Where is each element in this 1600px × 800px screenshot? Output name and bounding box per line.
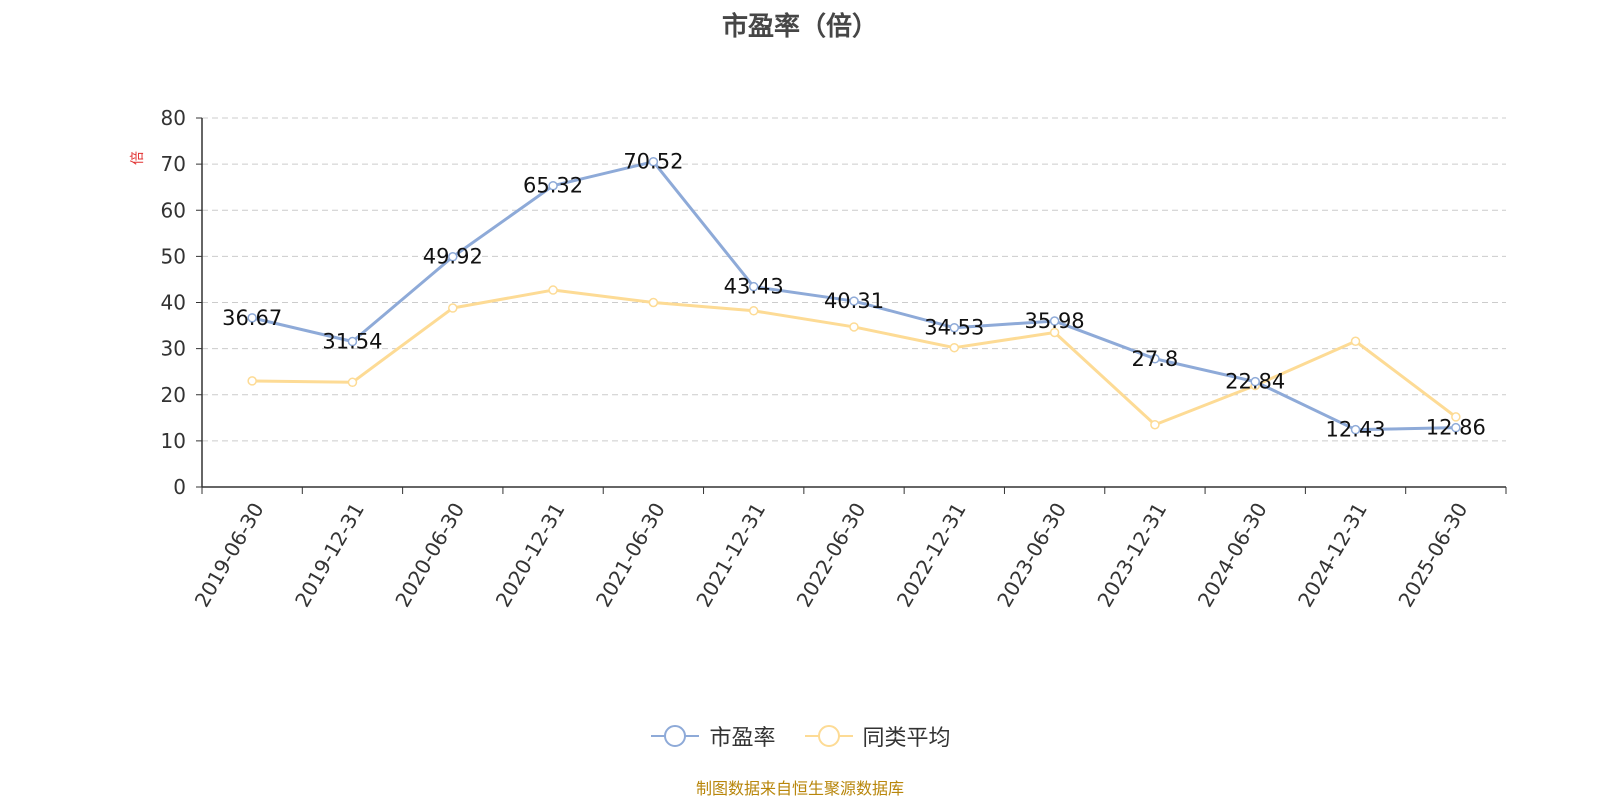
data-point-1 bbox=[648, 297, 659, 308]
data-point-1 bbox=[347, 377, 358, 388]
data-point-0 bbox=[347, 336, 358, 347]
data-point-1 bbox=[548, 285, 558, 295]
data-label: 65.32 bbox=[523, 174, 583, 198]
chart-legend: 市盈率 同类平均 bbox=[0, 720, 1600, 755]
x-tick-label: 2025-06-30 bbox=[1393, 499, 1472, 612]
data-label: 43.43 bbox=[724, 275, 784, 299]
data-point-1 bbox=[849, 322, 859, 332]
line-chart: 0 10 20 30 40 50 60 70 80 倍 2019-06-30 2019-12-31 20… bbox=[130, 106, 1507, 612]
data-point-0 bbox=[1250, 376, 1260, 387]
data-point-1 bbox=[1350, 336, 1361, 346]
data-label: 12.43 bbox=[1325, 418, 1385, 442]
data-point-0 bbox=[849, 296, 859, 306]
data-point-0 bbox=[748, 281, 759, 292]
x-tick-label: 2021-06-30 bbox=[591, 499, 670, 612]
data-point-0 bbox=[548, 180, 558, 191]
data-point-1 bbox=[1049, 327, 1060, 338]
y-tick-label: 50 bbox=[161, 244, 186, 268]
x-tick-label: 2022-06-30 bbox=[792, 499, 871, 612]
data-point-0 bbox=[448, 251, 458, 262]
x-tick-label: 2023-12-31 bbox=[1092, 499, 1171, 612]
x-tick-label: 2020-12-31 bbox=[491, 499, 570, 612]
x-tick-label: 2019-06-30 bbox=[190, 499, 269, 612]
x-tick-label: 2021-12-31 bbox=[691, 499, 770, 612]
y-tick-label: 0 bbox=[173, 475, 186, 499]
data-label: 22.84 bbox=[1225, 370, 1285, 394]
data-point-0 bbox=[1150, 354, 1160, 364]
data-label: 49.92 bbox=[423, 245, 483, 269]
x-tick-label: 2019-12-31 bbox=[290, 499, 369, 612]
legend-label-peer-average: 同类平均 bbox=[862, 726, 951, 751]
data-point-0 bbox=[648, 156, 659, 167]
legend-marker-pe bbox=[651, 725, 700, 747]
legend-marker-peer-average bbox=[804, 725, 853, 747]
legend-item-peer-average[interactable]: 同类平均 bbox=[803, 720, 951, 752]
y-tick-label: 20 bbox=[161, 383, 186, 407]
y-tick-label: 60 bbox=[161, 198, 186, 222]
data-label: 27.8 bbox=[1132, 347, 1179, 371]
data-point-1 bbox=[949, 342, 960, 353]
data-label: 36.67 bbox=[222, 306, 282, 330]
data-label: 12.86 bbox=[1426, 416, 1486, 440]
x-tick-label: 2022-12-31 bbox=[892, 498, 971, 611]
legend-item-pe[interactable]: 市盈率 bbox=[649, 720, 776, 752]
y-tick-label: 70 bbox=[161, 152, 186, 176]
chart-title: 市盈率（倍） bbox=[721, 12, 878, 42]
x-tick-label: 2023-06-30 bbox=[992, 499, 1071, 612]
data-point-0 bbox=[1049, 316, 1060, 326]
data-source-footer: 制图数据来自恒生聚源数据库 bbox=[695, 779, 904, 798]
data-point-1 bbox=[247, 376, 257, 386]
data-label: 40.31 bbox=[824, 289, 884, 313]
data-point-1 bbox=[1150, 419, 1160, 430]
data-point-1 bbox=[748, 306, 759, 316]
x-tick-label: 2020-06-30 bbox=[390, 499, 469, 612]
y-tick-label: 10 bbox=[161, 429, 186, 453]
data-label: 31.54 bbox=[322, 330, 382, 354]
data-point-0 bbox=[1350, 424, 1361, 435]
data-label: 34.53 bbox=[924, 316, 984, 340]
y-axis-label: 倍 bbox=[130, 151, 146, 165]
y-tick-label: 80 bbox=[161, 106, 186, 130]
legend-label-pe: 市盈率 bbox=[709, 726, 776, 751]
data-point-1 bbox=[1451, 412, 1461, 422]
data-point-0 bbox=[949, 322, 960, 333]
data-point-0 bbox=[1451, 422, 1461, 433]
data-label: 35.98 bbox=[1025, 309, 1085, 333]
data-point-1 bbox=[448, 303, 458, 313]
data-point-0 bbox=[247, 313, 257, 323]
y-tick-label: 40 bbox=[161, 291, 186, 315]
x-tick-label: 2024-06-30 bbox=[1193, 499, 1272, 612]
x-tick-label: 2024-12-31 bbox=[1293, 499, 1372, 612]
y-tick-label: 30 bbox=[161, 337, 186, 361]
data-label: 70.52 bbox=[623, 150, 683, 174]
